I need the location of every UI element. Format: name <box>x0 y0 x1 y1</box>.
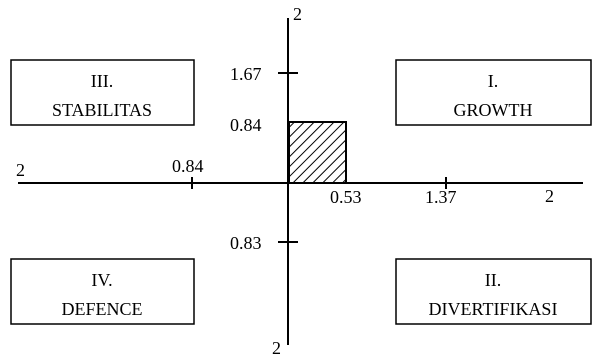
quadrant-i-name: GROWTH <box>454 100 533 120</box>
quadrant-ii-numeral: II. <box>485 270 502 290</box>
y-tick-label-0-84: 0.84 <box>230 115 262 135</box>
x-tick-label-0-53: 0.53 <box>330 187 362 207</box>
quadrant-ii-name: DIVERTIFIKASI <box>429 299 558 319</box>
quadrant-box-iii <box>10 59 195 126</box>
y-tick-label-0-83: 0.83 <box>230 233 262 253</box>
quadrant-box-i <box>395 59 592 126</box>
x-axis-right-label: 2 <box>545 186 554 206</box>
y-axis-bottom-label: 2 <box>272 338 281 358</box>
quadrant-iv-numeral: IV. <box>91 270 112 290</box>
x-tick-label-1-37: 1.37 <box>425 187 457 207</box>
quadrant-box-ii <box>395 258 592 325</box>
x-axis-left-label: 2 <box>16 160 25 180</box>
quadrant-iii-numeral: III. <box>91 71 113 91</box>
quadrant-i-numeral: I. <box>488 71 499 91</box>
x-tick-label-0-84: 0.84 <box>172 156 204 176</box>
y-tick-label-1-67: 1.67 <box>230 64 262 84</box>
quadrant-iv-name: DEFENCE <box>62 299 143 319</box>
quadrant-iii-name: STABILITAS <box>52 100 152 120</box>
y-axis-top-label: 2 <box>293 4 302 24</box>
quadrant-box-iv <box>10 258 195 325</box>
position-area-hatched <box>288 121 347 184</box>
